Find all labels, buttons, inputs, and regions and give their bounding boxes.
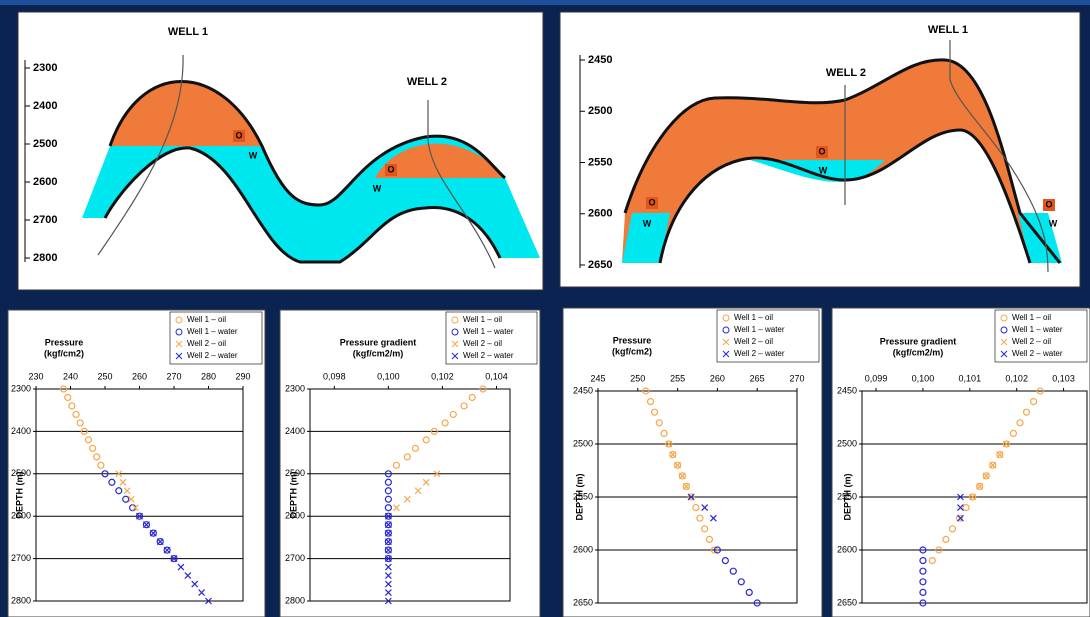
chart-subtitle: (kgf/cm2/m) [893, 347, 944, 357]
legend-label: Well 1 – water [463, 327, 514, 336]
page: {"diagrams": [ {"wells": ["WELL 1", "WEL… [0, 0, 1090, 617]
chart-title: Pressure gradient [880, 336, 957, 346]
y-axis-label: DEPTH (m) [842, 473, 852, 520]
y-tick-label: 2400 [285, 426, 305, 436]
y-tick-label: 2650 [837, 597, 857, 607]
y-tick-label: 2700 [285, 553, 305, 563]
well-label: WELL 1 [168, 26, 208, 38]
legend-label: Well 2 – oil [1012, 337, 1051, 346]
x-tick-label: 260 [132, 371, 147, 381]
x-tick-label: 0,098 [323, 371, 346, 381]
y-tick-label: 2600 [573, 544, 593, 554]
plot-area [310, 389, 510, 601]
y-axis-label: DEPTH (m) [574, 473, 584, 520]
y-tick-label: 2500 [837, 438, 857, 448]
fluid-label: W [373, 183, 382, 193]
legend-label: Well 2 – water [187, 351, 238, 360]
well-label: WELL 2 [826, 67, 866, 79]
y-tick-label: 2800 [11, 595, 31, 605]
y-tick-label: 2400 [11, 426, 31, 436]
x-tick-label: 240 [63, 371, 78, 381]
fluid-label: O [235, 130, 242, 140]
legend-label: Well 2 – water [734, 349, 785, 358]
legend-label: Well 2 – water [1012, 349, 1063, 358]
y-tick-label: 2800 [285, 595, 305, 605]
y-tick-label: 2700 [11, 553, 31, 563]
legend-label: Well 1 – oil [734, 313, 773, 322]
y-tick-label: 2450 [837, 385, 857, 395]
y-tick-label: 2500 [573, 438, 593, 448]
plot-area [36, 389, 243, 601]
slide: 230024002500260027002800WELL 1WELL 2OWOW… [0, 0, 1090, 617]
x-tick-label: 0,104 [485, 371, 508, 381]
x-tick-label: 230 [28, 371, 43, 381]
y-axis-label: DEPTH (m) [14, 471, 24, 518]
chart-subtitle: (kgf/cm2) [612, 346, 652, 356]
legend-label: Well 2 – oil [187, 339, 226, 348]
depth-label: 2600 [33, 176, 57, 188]
fluid-label: W [249, 150, 258, 160]
y-axis-label: DEPTH (m) [288, 471, 298, 518]
legend-label: Well 1 – oil [187, 315, 226, 324]
y-tick-label: 2300 [285, 383, 305, 393]
depth-label: 2700 [33, 214, 57, 226]
x-tick-label: 0,100 [377, 371, 400, 381]
chart-subtitle: (kgf/cm2) [44, 348, 84, 358]
x-tick-label: 0,099 [865, 373, 888, 383]
legend-label: Well 1 – oil [1012, 313, 1051, 322]
x-tick-label: 250 [97, 371, 112, 381]
y-tick-label: 2600 [837, 544, 857, 554]
y-tick-label: 2300 [11, 383, 31, 393]
depth-label: 2450 [588, 54, 612, 66]
depth-label: 2500 [588, 105, 612, 117]
y-tick-label: 2650 [573, 597, 593, 607]
x-tick-label: 245 [590, 373, 605, 383]
depth-label: 2650 [588, 259, 612, 271]
x-tick-label: 270 [166, 371, 181, 381]
depth-label: 2300 [33, 62, 57, 74]
chart-title: Pressure [45, 337, 84, 347]
well-label: WELL 2 [407, 76, 447, 88]
legend-label: Well 1 – water [1012, 325, 1063, 334]
fluid-label: O [818, 146, 825, 156]
legend-label: Well 2 – oil [734, 337, 773, 346]
legend-label: Well 1 – water [187, 327, 238, 336]
fluid-label: W [819, 165, 828, 175]
depth-label: 2600 [588, 208, 612, 220]
x-tick-label: 0,100 [912, 373, 935, 383]
y-tick-label: 2450 [573, 385, 593, 395]
chart-title: Pressure gradient [340, 337, 417, 347]
x-tick-label: 0,102 [431, 371, 454, 381]
x-tick-label: 290 [235, 371, 250, 381]
well-label: WELL 1 [928, 24, 968, 36]
chart-subtitle: (kgf/cm2/m) [353, 348, 404, 358]
x-tick-label: 265 [750, 373, 765, 383]
legend-label: Well 2 – water [463, 351, 514, 360]
legend-label: Well 1 – oil [463, 315, 502, 324]
fluid-label: O [1045, 199, 1052, 209]
legend-label: Well 2 – oil [463, 339, 502, 348]
x-tick-label: 250 [630, 373, 645, 383]
fluid-label: O [648, 197, 655, 207]
x-tick-label: 270 [789, 373, 804, 383]
top-band [0, 0, 1090, 5]
fluid-label: W [643, 218, 652, 228]
x-tick-label: 0,102 [1005, 373, 1028, 383]
depth-label: 2400 [33, 100, 57, 112]
fluid-label: W [1049, 218, 1058, 228]
x-tick-label: 0,103 [1052, 373, 1075, 383]
depth-label: 2800 [33, 252, 57, 264]
legend-label: Well 1 – water [734, 325, 785, 334]
fluid-label: O [387, 164, 394, 174]
x-tick-label: 260 [710, 373, 725, 383]
chart-title: Pressure [613, 335, 652, 345]
x-tick-label: 280 [201, 371, 216, 381]
x-tick-label: 0,101 [959, 373, 982, 383]
depth-label: 2550 [588, 156, 612, 168]
depth-label: 2500 [33, 138, 57, 150]
x-tick-label: 255 [670, 373, 685, 383]
